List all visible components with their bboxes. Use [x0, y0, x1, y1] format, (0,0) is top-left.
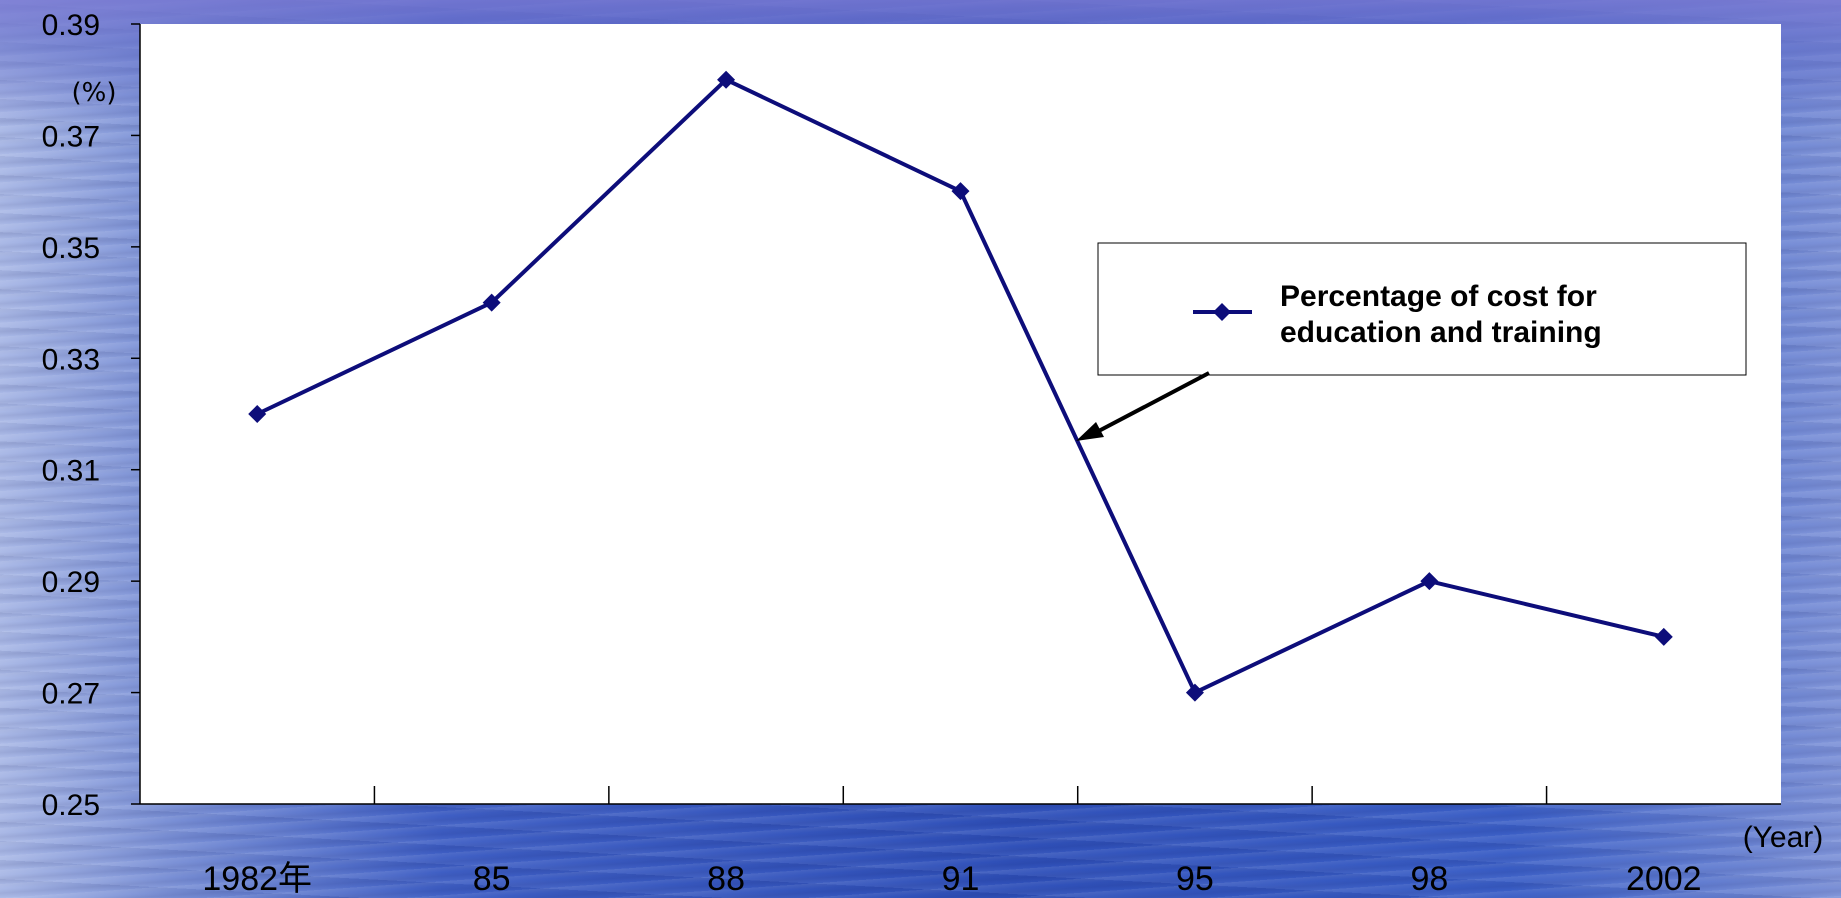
x-tick-label: 98 [1410, 860, 1448, 898]
series-group [248, 70, 1673, 702]
x-tick-label: 91 [942, 860, 980, 898]
y-tick-label: 0.37 [42, 120, 100, 153]
y-tick-label: 0.25 [42, 789, 100, 822]
x-tick-label: 88 [707, 860, 745, 898]
legend-label-line-1: Percentage of cost for [1280, 280, 1597, 313]
y-tick-label: 0.31 [42, 455, 100, 488]
data-point-marker [482, 293, 501, 312]
data-point-marker [248, 405, 267, 423]
legend-box [1097, 242, 1747, 376]
plot-area [140, 24, 1781, 804]
legend-marker-icon [1213, 303, 1231, 321]
data-point-marker [1420, 572, 1439, 591]
x-tick-label: 2002 [1626, 860, 1702, 898]
arrow-head-icon [1076, 422, 1104, 441]
x-tick-label: 1982年 [202, 860, 312, 898]
arrow-shaft [1092, 371, 1210, 436]
y-tick-label: 0.35 [42, 232, 100, 265]
x-tick-label: 95 [1176, 860, 1214, 898]
data-point-marker [1654, 627, 1673, 646]
x-tick-label: 85 [473, 860, 511, 898]
data-point-marker [1185, 683, 1204, 702]
y-tick-label: 0.39 [42, 9, 100, 42]
data-point-marker [717, 70, 736, 89]
legend: Percentage of cost for education and tra… [1097, 242, 1747, 376]
x-axis-ticks: 1982年 85 88 91 95 98 2002 [202, 786, 1702, 898]
y-axis-ticks: 0.25 0.27 0.29 0.31 0.33 0.35 0.37 0.39 [42, 9, 140, 822]
data-point-marker [951, 182, 970, 201]
x-axis-unit-label: (Year) [1743, 821, 1824, 854]
y-axis-unit-label: (%) [72, 78, 117, 108]
y-tick-label: 0.33 [42, 343, 100, 376]
legend-label-line-2: education and training [1280, 316, 1602, 349]
y-tick-label: 0.29 [42, 566, 100, 599]
y-tick-label: 0.27 [42, 678, 100, 711]
annotation-arrow [1076, 371, 1210, 441]
